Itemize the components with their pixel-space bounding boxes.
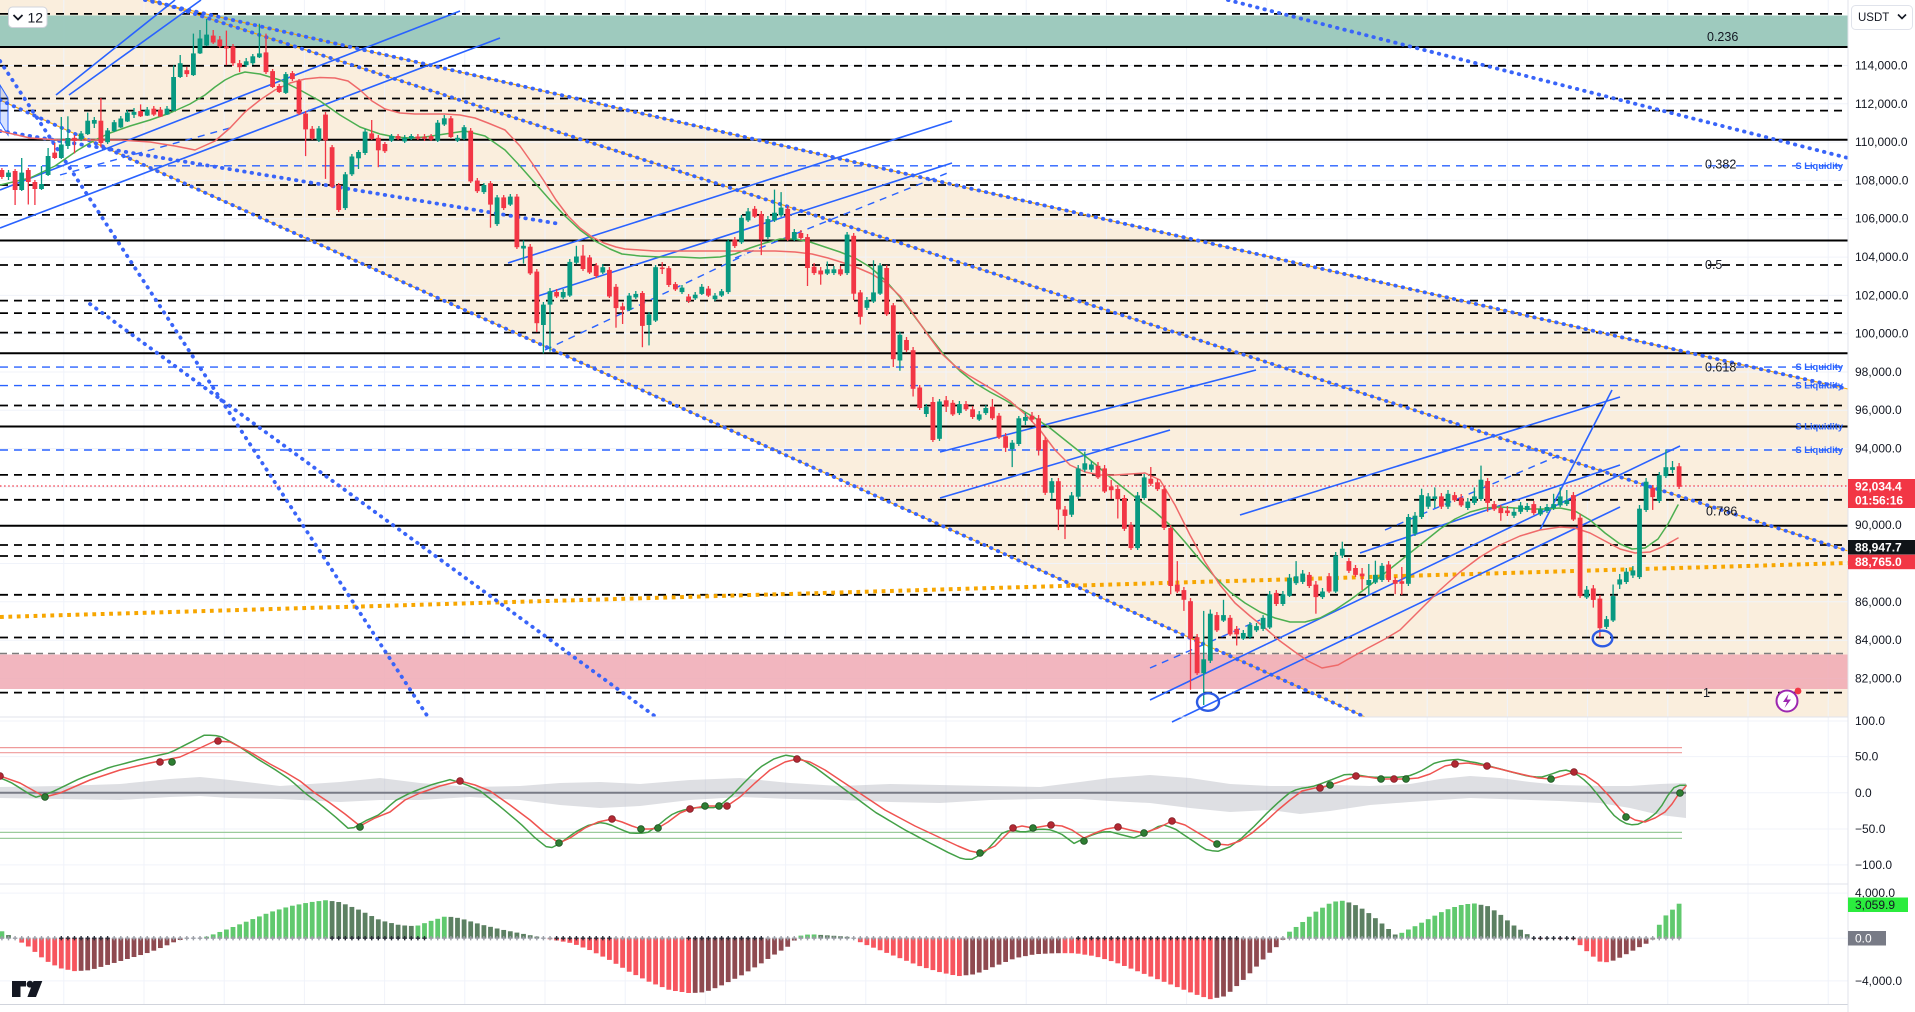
svg-text:S Liquidity: S Liquidity: [1795, 422, 1843, 432]
svg-text:110,000.0: 110,000.0: [1855, 135, 1908, 149]
svg-text:88,765.0: 88,765.0: [1855, 555, 1902, 569]
svg-text:106,000.0: 106,000.0: [1855, 212, 1909, 226]
svg-text:0.786: 0.786: [1706, 504, 1737, 518]
svg-text:01:56:16: 01:56:16: [1855, 494, 1903, 508]
svg-text:0.5: 0.5: [1705, 258, 1722, 272]
svg-text:S Liquidity: S Liquidity: [1795, 381, 1843, 391]
svg-text:0.0: 0.0: [1855, 786, 1872, 800]
svg-text:96,000.0: 96,000.0: [1855, 403, 1902, 417]
svg-text:108,000.0: 108,000.0: [1855, 173, 1909, 187]
svg-text:98,000.0: 98,000.0: [1855, 365, 1902, 379]
svg-text:−4,000.0: −4,000.0: [1855, 974, 1902, 988]
svg-text:−50.0: −50.0: [1855, 822, 1886, 836]
svg-text:S Liquidity: S Liquidity: [1795, 445, 1843, 455]
svg-text:−100.0: −100.0: [1855, 858, 1892, 872]
svg-text:0.0: 0.0: [1855, 932, 1872, 946]
svg-text:92,034.4: 92,034.4: [1855, 480, 1902, 494]
svg-text:82,000.0: 82,000.0: [1855, 671, 1902, 685]
svg-text:94,000.0: 94,000.0: [1855, 442, 1902, 456]
svg-text:112,000.0: 112,000.0: [1855, 97, 1908, 111]
svg-text:1: 1: [1703, 686, 1710, 700]
svg-text:88,947.7: 88,947.7: [1855, 540, 1902, 554]
svg-text:4,000.0: 4,000.0: [1855, 886, 1895, 900]
svg-text:0.618: 0.618: [1705, 360, 1736, 374]
svg-text:100.0: 100.0: [1855, 714, 1885, 728]
svg-text:114,000.0: 114,000.0: [1855, 59, 1908, 73]
svg-text:3,059.9: 3,059.9: [1855, 898, 1895, 912]
svg-text:USDT: USDT: [1858, 12, 1889, 24]
svg-text:50.0: 50.0: [1855, 750, 1879, 764]
svg-text:0.236: 0.236: [1707, 30, 1738, 44]
svg-text:90,000.0: 90,000.0: [1855, 518, 1902, 532]
svg-text:S Liquidity: S Liquidity: [1795, 161, 1843, 171]
svg-text:102,000.0: 102,000.0: [1855, 288, 1909, 302]
svg-text:104,000.0: 104,000.0: [1855, 250, 1909, 264]
svg-text:12: 12: [28, 9, 44, 25]
svg-text:84,000.0: 84,000.0: [1855, 633, 1902, 647]
svg-text:86,000.0: 86,000.0: [1855, 595, 1902, 609]
svg-text:100,000.0: 100,000.0: [1855, 327, 1909, 341]
svg-text:0.382: 0.382: [1705, 158, 1736, 172]
svg-text:S Liquidity: S Liquidity: [1795, 362, 1843, 372]
